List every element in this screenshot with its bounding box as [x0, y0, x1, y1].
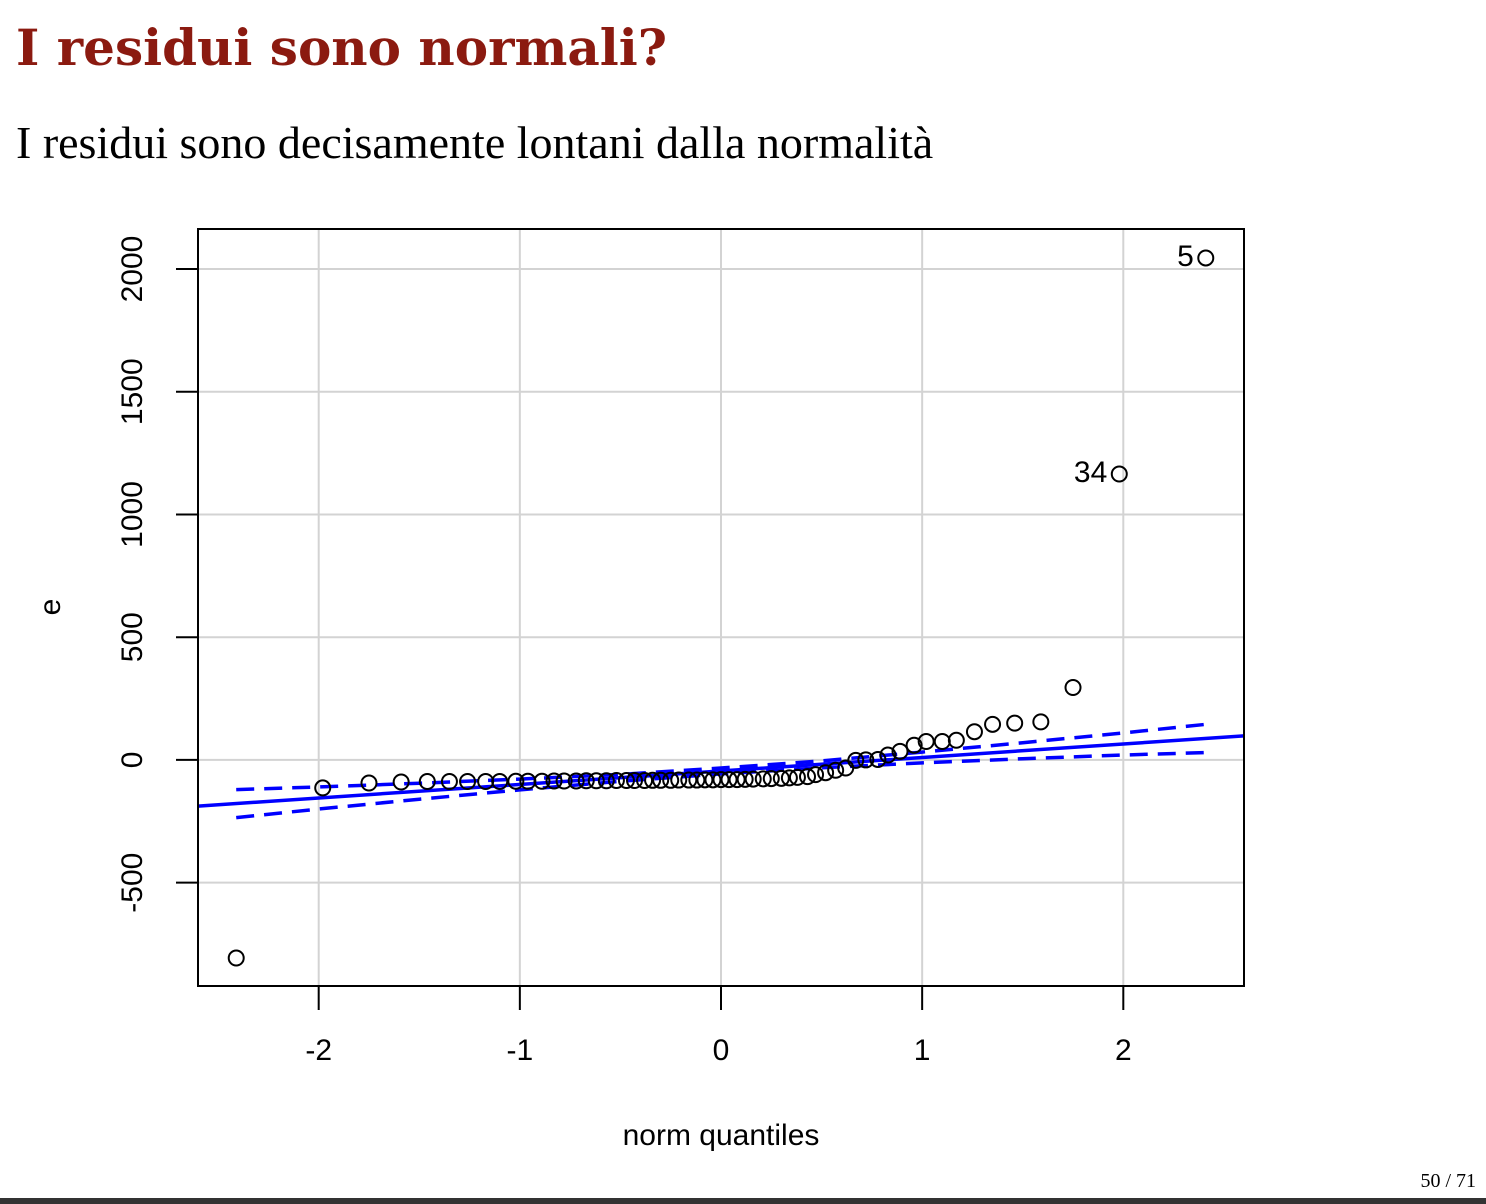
point-label: 34 — [1074, 456, 1107, 489]
data-point — [728, 771, 746, 789]
data-point — [314, 779, 332, 797]
data-point — [607, 772, 625, 790]
slide-title: I residui sono normali? — [16, 18, 668, 77]
data-point — [879, 746, 897, 764]
data-point — [827, 761, 845, 779]
data-point — [712, 771, 730, 789]
bottom-bar — [0, 1198, 1486, 1204]
envelope-lower — [236, 750, 1206, 820]
envelope-upper — [236, 722, 1206, 792]
plot-frame — [197, 228, 1245, 987]
data-point — [984, 715, 1002, 733]
y-tick-label: -500 — [116, 853, 149, 913]
x-tick-label: 2 — [1115, 1034, 1132, 1067]
data-point — [891, 742, 909, 760]
data-point — [905, 736, 923, 754]
data-point — [662, 771, 680, 789]
y-axis-label: e — [34, 599, 67, 616]
data-point — [392, 773, 410, 791]
data-point — [696, 771, 714, 789]
data-point — [617, 772, 635, 790]
data-point — [1197, 249, 1215, 267]
data-point — [1110, 465, 1128, 483]
data-point — [459, 773, 477, 791]
data-point — [688, 771, 706, 789]
data-point — [567, 772, 585, 790]
data-point — [227, 949, 245, 967]
data-point — [680, 771, 698, 789]
data-point — [772, 769, 790, 787]
data-point — [847, 751, 865, 769]
data-point — [418, 773, 436, 791]
y-tick-label: 0 — [116, 752, 149, 769]
y-tick-label: 500 — [116, 612, 149, 662]
x-axis-label: norm quantiles — [623, 1119, 820, 1152]
data-point — [736, 770, 754, 788]
data-point — [533, 772, 551, 790]
x-tick-label: 0 — [713, 1034, 730, 1067]
data-point — [720, 771, 738, 789]
data-point — [491, 773, 509, 791]
x-tick-label: -1 — [507, 1034, 534, 1067]
data-point — [670, 771, 688, 789]
data-point — [807, 766, 825, 784]
data-point — [704, 771, 722, 789]
data-point — [644, 771, 662, 789]
data-point — [360, 774, 378, 792]
data-point — [817, 764, 835, 782]
data-point — [869, 750, 887, 768]
data-point — [1064, 679, 1082, 697]
data-point — [507, 772, 525, 790]
data-point — [587, 772, 605, 790]
y-tick-label: 2000 — [116, 236, 149, 303]
data-point — [798, 768, 816, 786]
data-point — [754, 770, 772, 788]
x-tick-label: 1 — [914, 1034, 931, 1067]
data-point — [652, 771, 670, 789]
y-tick-label: 1500 — [116, 358, 149, 425]
reference-line — [198, 734, 1244, 808]
data-point — [917, 733, 935, 751]
page-number: 50 / 71 — [1420, 1170, 1476, 1192]
data-point — [744, 770, 762, 788]
data-point — [1006, 714, 1024, 732]
data-point — [636, 772, 654, 790]
x-tick-label: -2 — [305, 1034, 332, 1067]
data-point — [965, 723, 983, 741]
data-point — [947, 731, 965, 749]
point-label: 5 — [1177, 240, 1194, 273]
data-point — [440, 773, 458, 791]
slide-subtitle: I residui sono decisamente lontani dalla… — [16, 117, 934, 168]
data-point — [577, 772, 595, 790]
data-point — [933, 733, 951, 751]
data-point — [1032, 713, 1050, 731]
data-point — [857, 751, 875, 769]
data-point — [762, 770, 780, 788]
data-point — [597, 772, 615, 790]
data-point — [780, 769, 798, 787]
data-point — [788, 768, 806, 786]
data-point — [545, 772, 563, 790]
data-point — [626, 772, 644, 790]
data-point — [555, 772, 573, 790]
y-tick-label: 1000 — [116, 481, 149, 548]
